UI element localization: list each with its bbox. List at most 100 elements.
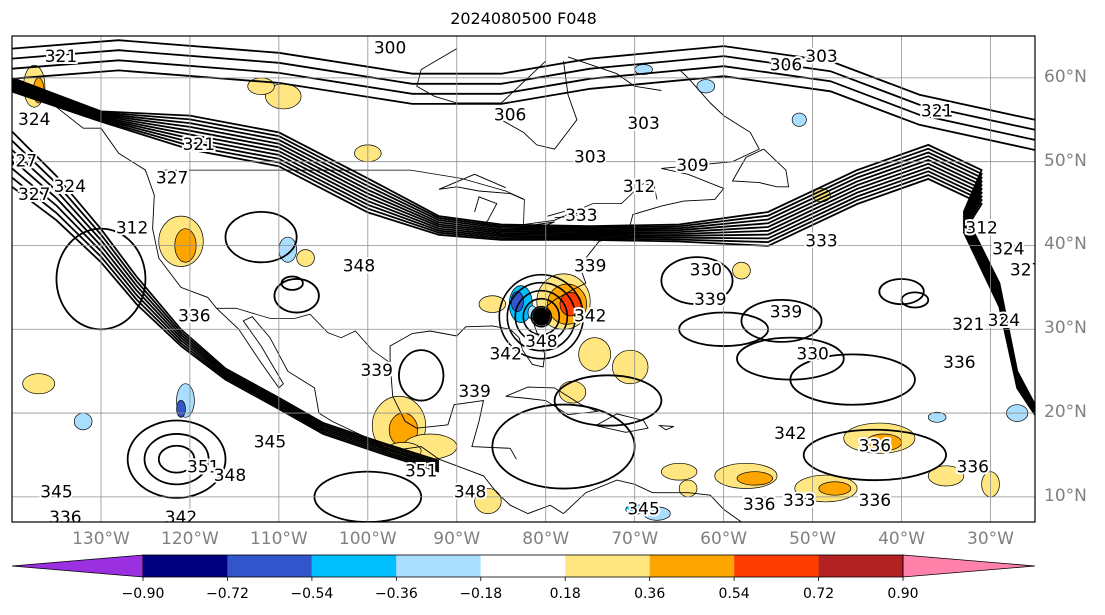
colorbar-segment — [565, 555, 650, 577]
contour-label: 345 — [254, 432, 286, 452]
contour-label: 330 — [690, 261, 722, 281]
contour-label: 342 — [574, 307, 606, 327]
contour-label: 339 — [770, 303, 802, 323]
contour-label: 303 — [574, 148, 606, 168]
x-axis-tick-label: 100°W — [338, 529, 397, 549]
colorbar-segment — [396, 555, 481, 577]
colorbar-over-triangle — [902, 554, 1036, 578]
jet-contour — [12, 84, 1035, 411]
contour-label: 333 — [805, 231, 837, 251]
jet-contour — [12, 77, 1035, 406]
coastline-segment — [416, 48, 547, 104]
x-axis-tick-label: 60°W — [700, 529, 748, 549]
x-axis-tick-label: 50°W — [789, 529, 837, 549]
colorbar-tick-label: 0.90 — [887, 586, 919, 602]
contour-label: 345 — [40, 483, 72, 503]
storm-contour — [530, 305, 553, 328]
contour-label: 336 — [859, 491, 891, 511]
colorbar-tick-label: 0.54 — [718, 586, 750, 602]
colorbar — [11, 554, 1036, 581]
anomaly-patch — [732, 261, 751, 280]
coastline-segment — [595, 413, 649, 433]
coastline-segment — [501, 61, 578, 150]
contour-label: 312 — [965, 219, 997, 239]
contour-line — [12, 186, 440, 473]
anomaly-patch — [696, 79, 716, 94]
contour-line — [12, 167, 440, 469]
contour-label: 348 — [214, 466, 246, 486]
contour-line — [12, 149, 440, 466]
colorbar-tick-label: −0.90 — [121, 586, 165, 602]
x-axis-tick-label: 120°W — [161, 529, 219, 549]
contour-label: 348 — [343, 256, 375, 276]
anomaly-patch — [643, 506, 671, 521]
colorbar-tick-label: −0.72 — [205, 586, 249, 602]
colorbar-tick-label: 0.72 — [802, 586, 835, 602]
colorbar-segment — [143, 555, 228, 577]
anomaly-patch — [478, 295, 507, 313]
colorbar-segment — [311, 555, 397, 577]
contour-label: 342 — [774, 424, 806, 444]
contour-label: 351 — [405, 462, 437, 482]
anomaly-patch — [558, 380, 587, 404]
jet-contour — [12, 78, 1035, 407]
contour-loop — [398, 349, 445, 402]
contour-label: 324 — [988, 311, 1020, 331]
colorbar-segment — [227, 555, 312, 577]
storm-contour — [522, 297, 561, 336]
contour-line — [12, 158, 440, 468]
anomaly-patch — [176, 400, 186, 418]
contour-label: 327 — [156, 168, 188, 188]
contour-label: 312 — [116, 219, 148, 239]
anomaly-patch — [736, 471, 773, 486]
contour-label: 345 — [627, 499, 659, 519]
coastline-segment — [474, 196, 498, 231]
contour-label: 309 — [676, 156, 708, 176]
colorbar-under-triangle — [11, 554, 144, 578]
coastline-segment — [389, 69, 760, 368]
coastline-segment — [547, 209, 582, 219]
contour-label: 339 — [360, 361, 392, 381]
contour-loop — [553, 374, 663, 427]
y-axis-tick-label: 30°N — [1044, 318, 1087, 339]
colorbar-tick-label: −0.36 — [374, 586, 418, 602]
anomaly-patch — [612, 349, 649, 385]
hurricane-marker — [532, 307, 551, 326]
contour-label: 342 — [165, 508, 197, 528]
jet-contour — [12, 86, 1035, 412]
jet-contour — [12, 87, 1035, 414]
contour-label: 324 — [54, 177, 86, 197]
graticule — [12, 36, 1035, 522]
anomaly-patch — [474, 488, 502, 515]
x-axis-tick-label: 70°W — [611, 529, 659, 549]
contour-loop — [157, 444, 196, 474]
jet-contour — [12, 80, 1035, 408]
contour-label: 336 — [859, 437, 891, 457]
contour-label: 321 — [952, 315, 984, 335]
x-axis-tick-label: 110°W — [249, 529, 308, 549]
contour-loop — [740, 298, 823, 343]
anomaly-patch — [791, 112, 807, 127]
contour-label: 348 — [454, 483, 486, 503]
x-axis-tick-label: 130°W — [72, 529, 130, 549]
contour-label: 300 — [374, 39, 406, 59]
coastline-segment — [567, 56, 662, 91]
contour-label: 342 — [489, 344, 521, 364]
contour-label: 339 — [574, 256, 606, 276]
colorbar-frame — [142, 554, 904, 578]
contour-label: 336 — [943, 353, 975, 373]
storm-center — [532, 307, 551, 326]
contour-label: 351 — [187, 458, 219, 478]
x-axis-tick-label: 80°W — [522, 529, 570, 549]
anomaly-patch — [661, 462, 698, 481]
contour-loop — [802, 428, 947, 482]
contour-label: 306 — [770, 55, 802, 75]
colorbar-tick-label: −0.18 — [459, 586, 503, 602]
contour-line — [12, 130, 440, 462]
contour-label: 336 — [743, 495, 775, 515]
plot-frame — [11, 35, 1036, 523]
contour-label: 312 — [623, 177, 655, 197]
contour-label: 333 — [565, 206, 597, 226]
x-axis-tick-label: 40°W — [878, 529, 926, 549]
